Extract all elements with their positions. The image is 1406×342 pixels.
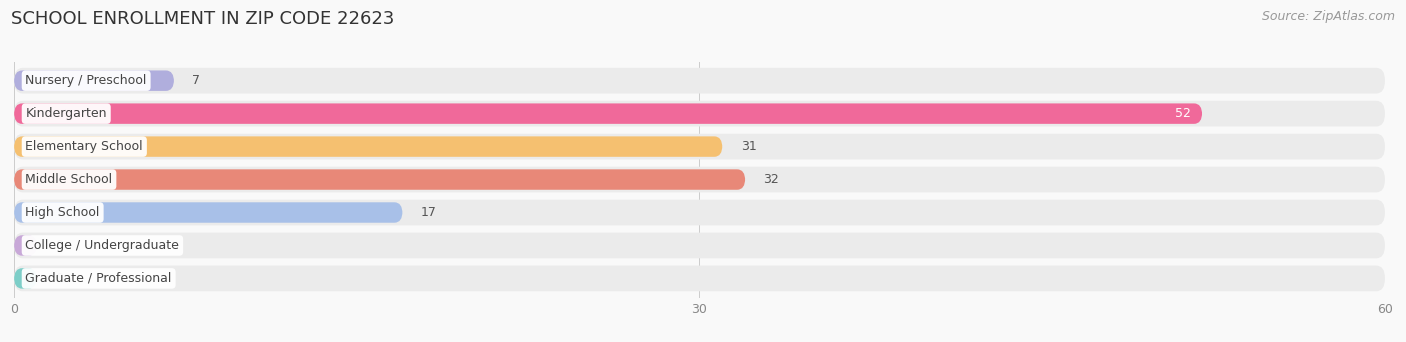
FancyBboxPatch shape [14,202,402,223]
Text: High School: High School [25,206,100,219]
FancyBboxPatch shape [14,68,1385,93]
FancyBboxPatch shape [14,136,723,157]
FancyBboxPatch shape [14,134,1385,159]
FancyBboxPatch shape [14,70,174,91]
FancyBboxPatch shape [14,167,1385,193]
Text: College / Undergraduate: College / Undergraduate [25,239,180,252]
FancyBboxPatch shape [14,101,1385,127]
Text: Elementary School: Elementary School [25,140,143,153]
Text: 0: 0 [55,272,63,285]
Text: 52: 52 [1175,107,1191,120]
Text: 7: 7 [193,74,200,87]
Text: 17: 17 [420,206,437,219]
Text: Graduate / Professional: Graduate / Professional [25,272,172,285]
FancyBboxPatch shape [14,268,37,289]
FancyBboxPatch shape [14,233,1385,258]
Text: 31: 31 [741,140,756,153]
FancyBboxPatch shape [14,200,1385,225]
Text: Source: ZipAtlas.com: Source: ZipAtlas.com [1261,10,1395,23]
FancyBboxPatch shape [14,169,745,190]
FancyBboxPatch shape [14,235,37,256]
Text: 32: 32 [763,173,779,186]
FancyBboxPatch shape [14,266,1385,291]
FancyBboxPatch shape [14,103,1202,124]
Text: SCHOOL ENROLLMENT IN ZIP CODE 22623: SCHOOL ENROLLMENT IN ZIP CODE 22623 [11,10,395,28]
Text: 0: 0 [55,239,63,252]
Text: Kindergarten: Kindergarten [25,107,107,120]
Text: Middle School: Middle School [25,173,112,186]
Text: Nursery / Preschool: Nursery / Preschool [25,74,146,87]
